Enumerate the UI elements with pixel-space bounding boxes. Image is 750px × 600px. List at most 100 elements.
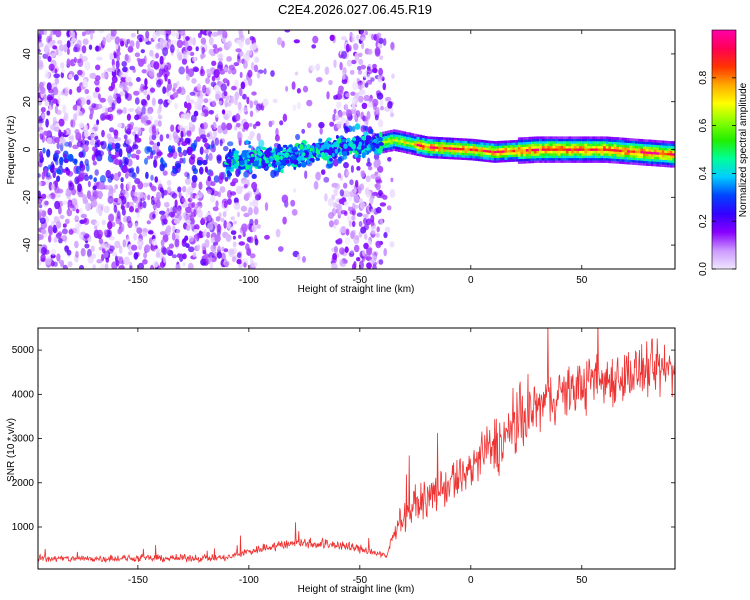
heatmap-cell: [90, 129, 95, 134]
heatmap-cell: [328, 212, 334, 219]
heatmap-cell: [390, 129, 393, 133]
heatmap-cell: [186, 172, 190, 179]
heatmap-cell: [406, 146, 409, 149]
heatmap-cell: [395, 141, 399, 145]
heatmap-cell: [93, 225, 98, 230]
spectrogram-x-tick-label: -100: [239, 275, 259, 286]
heatmap-cell: [531, 139, 534, 142]
heatmap-cell: [324, 152, 328, 157]
heatmap-cell: [424, 147, 428, 151]
heatmap-cell: [356, 154, 362, 159]
heatmap-cell: [611, 156, 614, 159]
heatmap-cell: [557, 160, 561, 163]
heatmap-cell: [177, 51, 183, 61]
heatmap-cell: [227, 40, 232, 48]
heatmap-cell: [251, 199, 259, 208]
heatmap-cell: [343, 162, 349, 169]
heatmap-cell: [38, 204, 43, 209]
heatmap-cell: [632, 155, 636, 158]
heatmap-cell: [403, 131, 407, 134]
heatmap-cell: [160, 30, 167, 36]
heatmap-cell: [669, 160, 673, 163]
heatmap-cell: [166, 133, 170, 139]
heatmap-cell: [560, 157, 564, 161]
heatmap-cell: [166, 246, 171, 254]
heatmap-cell: [367, 101, 374, 108]
heatmap-cell: [218, 100, 223, 106]
heatmap-cell: [443, 149, 447, 152]
heatmap-cell: [251, 181, 258, 190]
heatmap-cell: [432, 136, 436, 140]
heatmap-cell: [448, 149, 452, 153]
heatmap-cell: [320, 169, 326, 176]
heatmap-cell: [315, 157, 321, 161]
heatmap-cell: [525, 146, 529, 150]
heatmap-cell: [589, 141, 593, 144]
heatmap-cell: [202, 250, 207, 255]
heatmap-cell: [102, 36, 107, 46]
heatmap-cell: [202, 159, 208, 166]
heatmap-cell: [435, 151, 439, 154]
heatmap-cell: [160, 239, 165, 247]
heatmap-cell: [323, 176, 330, 183]
heatmap-cell: [167, 152, 173, 158]
heatmap-cell: [345, 119, 350, 128]
heatmap-cell: [640, 143, 644, 147]
heatmap-cell: [384, 96, 392, 102]
heatmap-cell: [464, 157, 468, 161]
heatmap-cell: [552, 150, 556, 154]
heatmap-cell: [525, 160, 529, 164]
heatmap-cell: [387, 144, 391, 148]
heatmap-cell: [499, 157, 502, 161]
heatmap-cell: [664, 157, 668, 160]
heatmap-cell: [239, 87, 243, 97]
heatmap-cell: [653, 161, 657, 164]
heatmap-cell: [236, 59, 243, 64]
heatmap-cell: [215, 93, 221, 101]
heatmap-cell: [98, 103, 102, 110]
heatmap-cell: [155, 30, 161, 35]
heatmap-cell: [549, 141, 553, 144]
heatmap-cell: [440, 149, 444, 152]
heatmap-cell: [182, 262, 186, 267]
heatmap-cell: [217, 30, 224, 36]
heatmap-cell: [39, 150, 43, 160]
heatmap-cell: [134, 52, 141, 58]
heatmap-cell: [533, 141, 537, 144]
heatmap-cell: [348, 220, 352, 228]
heatmap-cell: [523, 156, 526, 159]
heatmap-cell: [138, 244, 142, 251]
heatmap-cell: [525, 144, 529, 147]
heatmap-cell: [475, 158, 478, 161]
heatmap-cell: [427, 155, 431, 159]
heatmap-cell: [515, 142, 518, 145]
heatmap-cell: [515, 151, 518, 155]
heatmap-cell: [191, 174, 198, 183]
heatmap-cell: [328, 220, 334, 228]
heatmap-cell: [517, 149, 521, 152]
heatmap-cell: [102, 105, 108, 115]
heatmap-cell: [105, 169, 111, 179]
heatmap-cell: [352, 81, 359, 91]
heatmap-cell: [416, 153, 420, 156]
heatmap-cell: [608, 139, 612, 142]
heatmap-cell: [58, 118, 65, 127]
heatmap-cell: [46, 82, 52, 91]
heatmap-cell: [80, 213, 88, 219]
heatmap-cell: [400, 138, 404, 141]
heatmap-cell: [448, 156, 452, 160]
heatmap-cell: [414, 150, 417, 153]
heatmap-cell: [387, 156, 392, 162]
heatmap-cell: [66, 47, 70, 56]
heatmap-cell: [635, 141, 638, 144]
heatmap-cell: [43, 93, 47, 102]
heatmap-cell: [61, 228, 68, 235]
heatmap-cell: [435, 146, 439, 149]
heatmap-cell: [544, 143, 548, 147]
heatmap-cell: [520, 146, 524, 150]
heatmap-cell: [215, 200, 219, 208]
heatmap-cell: [523, 151, 526, 155]
heatmap-cell: [451, 156, 455, 160]
